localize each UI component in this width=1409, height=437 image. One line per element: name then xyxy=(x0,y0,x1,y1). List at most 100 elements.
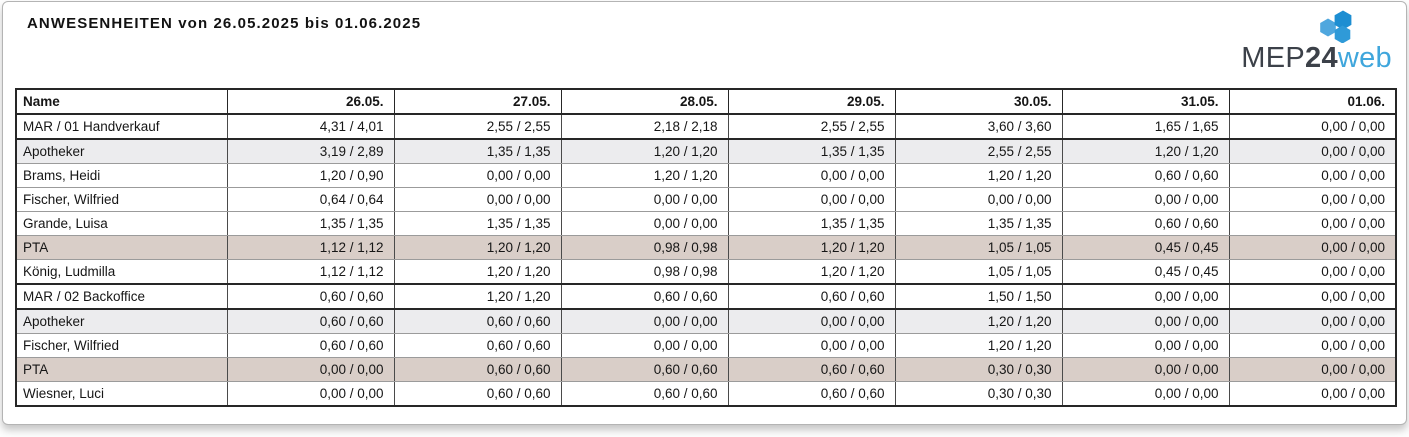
value-cell: 1,20 / 1,20 xyxy=(393,259,562,285)
value-cell: 4,31 / 4,01 xyxy=(226,113,395,140)
logo-text-24: 24 xyxy=(1305,42,1338,74)
value-cell: 0,00 / 0,00 xyxy=(894,187,1063,212)
value-cell: 0,00 / 0,00 xyxy=(1228,113,1397,140)
column-header: 27.05. xyxy=(393,88,562,115)
value-cell: 0,00 / 0,00 xyxy=(1061,357,1230,382)
value-cell: 0,60 / 0,60 xyxy=(727,381,896,407)
value-cell: 0,60 / 0,60 xyxy=(727,357,896,382)
value-cell: 0,00 / 0,00 xyxy=(393,187,562,212)
value-cell: 0,60 / 0,60 xyxy=(393,333,562,358)
value-cell: 0,60 / 0,60 xyxy=(393,381,562,407)
table-row: Fischer, Wilfried 0,60 / 0,60 0,60 / 0,60 0… xyxy=(15,333,1397,358)
value-cell: 0,00 / 0,00 xyxy=(1228,235,1397,260)
value-cell: 1,20 / 1,20 xyxy=(393,283,562,310)
table-row: Apotheker 3,19 / 2,89 1,35 / 1,35 1,20 / 1,… xyxy=(15,138,1397,164)
table-row: Wiesner, Luci 0,00 / 0,00 0,60 / 0,60 0,60 … xyxy=(15,381,1397,407)
row-name-cell: Wiesner, Luci xyxy=(15,381,228,407)
row-name-cell: Apotheker xyxy=(15,138,228,164)
value-cell: 1,12 / 1,12 xyxy=(226,259,395,285)
value-cell: 0,60 / 0,60 xyxy=(226,333,395,358)
value-cell: 0,00 / 0,00 xyxy=(727,308,896,334)
value-cell: 0,00 / 0,00 xyxy=(226,357,395,382)
report-page: ANWESENHEITEN von 26.05.2025 bis 01.06.2… xyxy=(2,1,1407,425)
value-cell: 0,00 / 0,00 xyxy=(1228,138,1397,164)
value-cell: 1,35 / 1,35 xyxy=(727,138,896,164)
table-row: MAR / 02 Backoffice 0,60 / 0,60 1,20 / 1,2… xyxy=(15,283,1397,310)
value-cell: 0,00 / 0,00 xyxy=(393,163,562,188)
mep24web-logo: MEP24web xyxy=(1222,10,1392,73)
value-cell: 0,00 / 0,00 xyxy=(560,333,729,358)
page-title: ANWESENHEITEN von 26.05.2025 bis 01.06.2… xyxy=(27,15,422,32)
value-cell: 2,55 / 2,55 xyxy=(393,113,562,140)
row-name-cell: PTA xyxy=(15,235,228,260)
value-cell: 0,45 / 0,45 xyxy=(1061,259,1230,285)
table-row: König, Ludmilla 1,12 / 1,12 1,20 / 1,20 0,9… xyxy=(15,259,1397,285)
column-header: 26.05. xyxy=(226,88,395,115)
value-cell: 1,50 / 1,50 xyxy=(894,283,1063,310)
value-cell: 0,00 / 0,00 xyxy=(1228,163,1397,188)
value-cell: 0,60 / 0,60 xyxy=(226,308,395,334)
attendance-table: Name 26.05. 27.05. 28.05. 29.05. 30.05. 31.05.… xyxy=(15,88,1397,407)
value-cell: 0,00 / 0,00 xyxy=(727,333,896,358)
value-cell: 0,00 / 0,00 xyxy=(1061,308,1230,334)
table-row: Fischer, Wilfried 0,64 / 0,64 0,00 / 0,00 0… xyxy=(15,187,1397,212)
value-cell: 0,00 / 0,00 xyxy=(727,187,896,212)
value-cell: 1,20 / 0,90 xyxy=(226,163,395,188)
table-row: MAR / 01 Handverkauf 4,31 / 4,01 2,55 / 2,… xyxy=(15,113,1397,140)
value-cell: 0,00 / 0,00 xyxy=(1061,333,1230,358)
row-name-cell: PTA xyxy=(15,357,228,382)
value-cell: 1,20 / 1,20 xyxy=(894,163,1063,188)
row-name-cell: König, Ludmilla xyxy=(15,259,228,285)
column-header: 28.05. xyxy=(560,88,729,115)
value-cell: 0,98 / 0,98 xyxy=(560,235,729,260)
value-cell: 0,00 / 0,00 xyxy=(1228,333,1397,358)
value-cell: 0,00 / 0,00 xyxy=(226,381,395,407)
column-header: Name xyxy=(15,88,228,115)
value-cell: 3,19 / 2,89 xyxy=(226,138,395,164)
value-cell: 0,60 / 0,60 xyxy=(560,283,729,310)
row-name-cell: MAR / 01 Handverkauf xyxy=(15,113,228,140)
value-cell: 0,30 / 0,30 xyxy=(894,357,1063,382)
value-cell: 0,00 / 0,00 xyxy=(1061,283,1230,310)
value-cell: 1,35 / 1,35 xyxy=(727,211,896,236)
value-cell: 0,00 / 0,00 xyxy=(1228,211,1397,236)
table-row: PTA 1,12 / 1,12 1,20 / 1,20 0,98 / 0,98 1,20… xyxy=(15,235,1397,260)
value-cell: 0,00 / 0,00 xyxy=(1228,381,1397,407)
value-cell: 1,20 / 1,20 xyxy=(560,138,729,164)
value-cell: 0,00 / 0,00 xyxy=(1228,187,1397,212)
column-header: 31.05. xyxy=(1061,88,1230,115)
value-cell: 1,20 / 1,20 xyxy=(727,259,896,285)
value-cell: 0,60 / 0,60 xyxy=(1061,163,1230,188)
table-row: PTA 0,00 / 0,00 0,60 / 0,60 0,60 / 0,60 0,60… xyxy=(15,357,1397,382)
value-cell: 0,00 / 0,00 xyxy=(1228,259,1397,285)
value-cell: 2,55 / 2,55 xyxy=(894,138,1063,164)
value-cell: 1,12 / 1,12 xyxy=(226,235,395,260)
value-cell: 0,00 / 0,00 xyxy=(1228,283,1397,310)
value-cell: 0,45 / 0,45 xyxy=(1061,235,1230,260)
value-cell: 0,98 / 0,98 xyxy=(560,259,729,285)
value-cell: 0,00 / 0,00 xyxy=(1228,357,1397,382)
value-cell: 1,35 / 1,35 xyxy=(894,211,1063,236)
value-cell: 1,20 / 1,20 xyxy=(560,163,729,188)
value-cell: 0,60 / 0,60 xyxy=(1061,211,1230,236)
value-cell: 1,35 / 1,35 xyxy=(393,138,562,164)
value-cell: 1,35 / 1,35 xyxy=(226,211,395,236)
value-cell: 0,64 / 0,64 xyxy=(226,187,395,212)
row-name-cell: Fischer, Wilfried xyxy=(15,187,228,212)
table-row: Brams, Heidi 1,20 / 0,90 0,00 / 0,00 1,20 /… xyxy=(15,163,1397,188)
value-cell: 1,20 / 1,20 xyxy=(393,235,562,260)
value-cell: 1,20 / 1,20 xyxy=(1061,138,1230,164)
value-cell: 0,00 / 0,00 xyxy=(1228,308,1397,334)
value-cell: 1,05 / 1,05 xyxy=(894,235,1063,260)
value-cell: 0,00 / 0,00 xyxy=(560,308,729,334)
value-cell: 0,30 / 0,30 xyxy=(894,381,1063,407)
value-cell: 0,00 / 0,00 xyxy=(1061,187,1230,212)
value-cell: 0,60 / 0,60 xyxy=(560,357,729,382)
value-cell: 0,60 / 0,60 xyxy=(560,381,729,407)
value-cell: 1,65 / 1,65 xyxy=(1061,113,1230,140)
value-cell: 0,60 / 0,60 xyxy=(226,283,395,310)
column-header: 29.05. xyxy=(727,88,896,115)
column-header: 30.05. xyxy=(894,88,1063,115)
value-cell: 3,60 / 3,60 xyxy=(894,113,1063,140)
logo-hexagons-icon xyxy=(1320,10,1352,43)
